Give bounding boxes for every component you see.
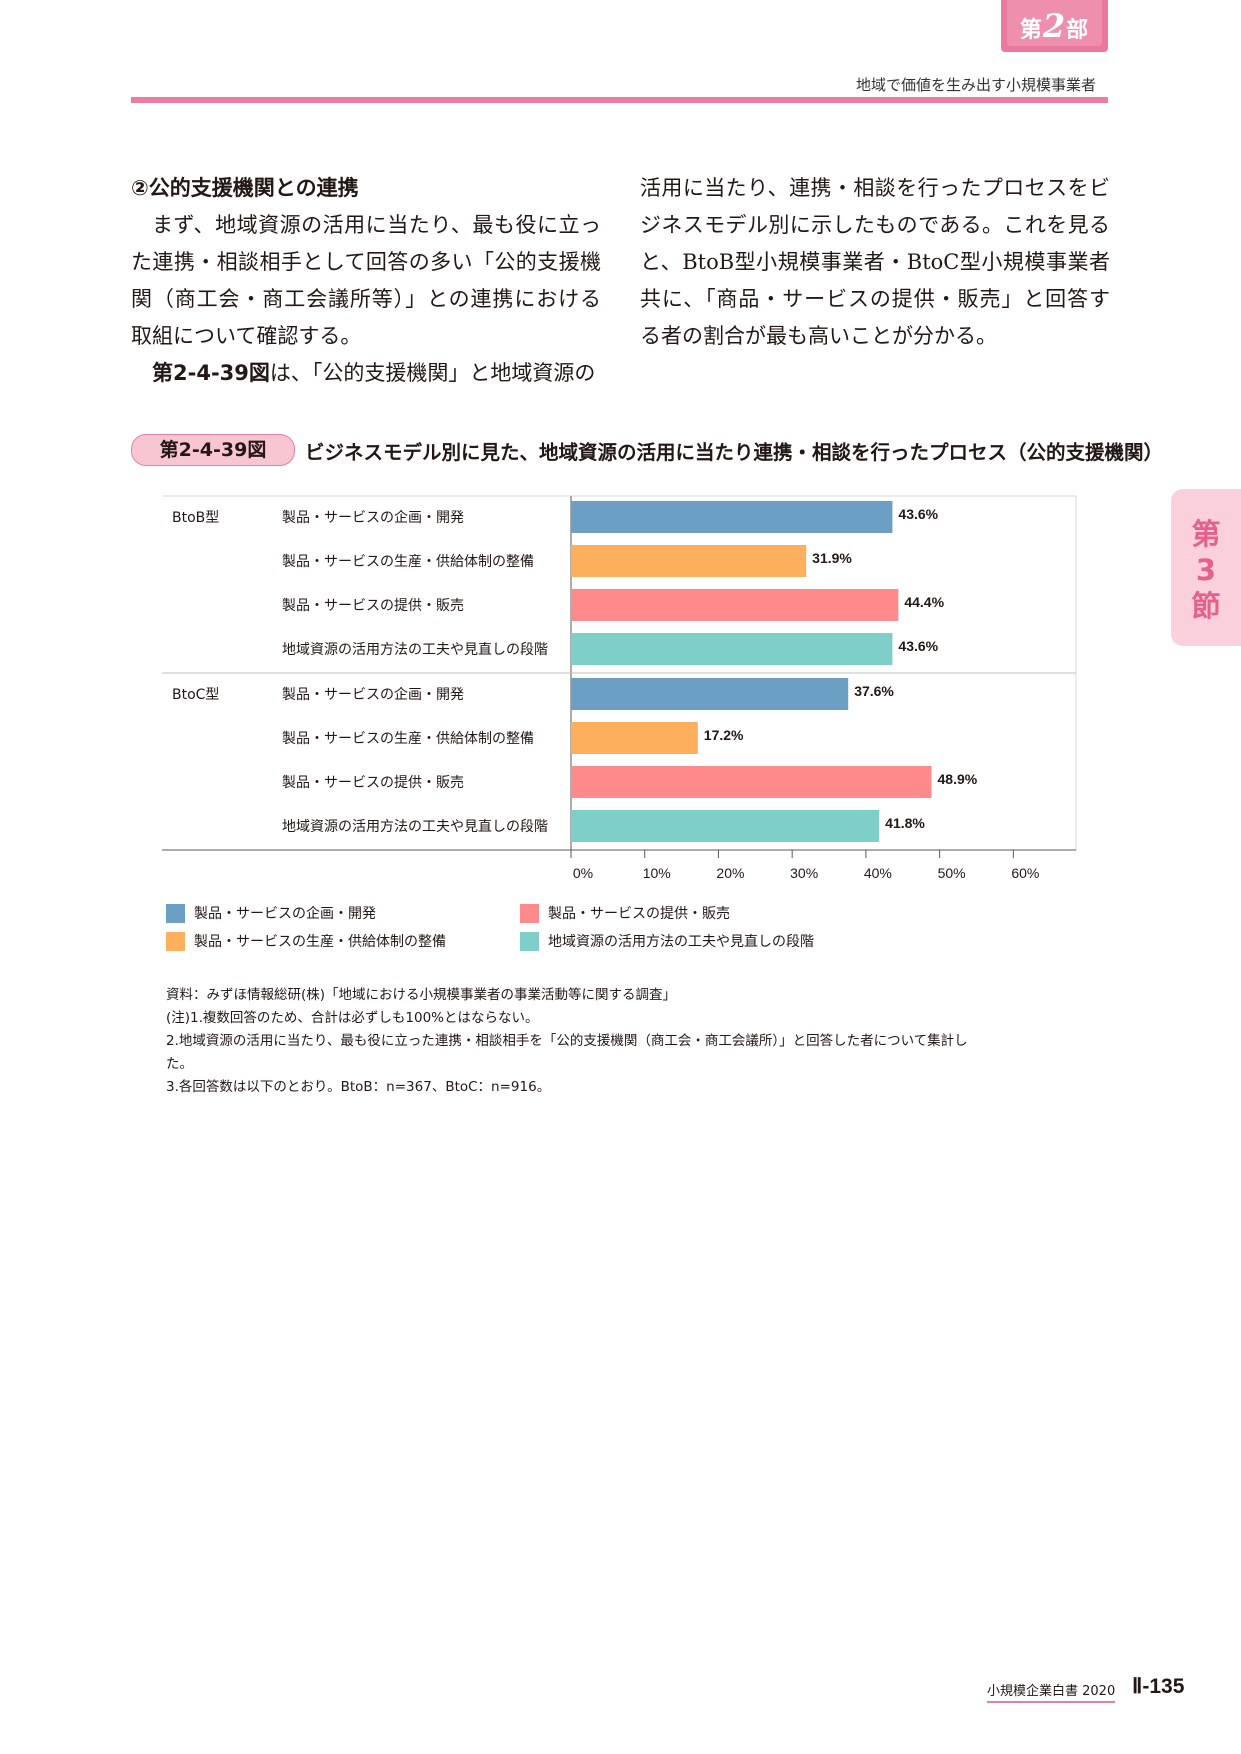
figure-reference: 第2-4-39図 (152, 361, 270, 385)
category-label: 製品・サービスの企画・開発 (282, 686, 464, 703)
x-tick-label: 40% (864, 865, 892, 881)
side-tab-line-3: 節 (1191, 589, 1221, 623)
category-label: 製品・サービスの提供・販売 (282, 598, 464, 614)
header-subtitle: 地域で価値を生み出す小規模事業者 (855, 76, 1096, 94)
note-2-cont: た。 (166, 1056, 193, 1072)
bar (571, 810, 880, 842)
bar (571, 678, 849, 710)
bar-value-label: 31.9% (812, 550, 852, 566)
x-tick-label: 30% (790, 865, 818, 881)
bar (571, 633, 893, 665)
bar-value-label: 48.9% (938, 771, 978, 787)
header-rule (131, 97, 1108, 103)
legend-item: 製品・サービスの企画・開発 (166, 903, 376, 923)
category-label: 製品・サービスの提供・販売 (282, 775, 464, 791)
category-label: 製品・サービスの生産・供給体制の整備 (282, 731, 534, 747)
side-tab-line-2: 3 (1195, 553, 1217, 587)
figure-badge: 第2-4-39図 (131, 434, 295, 466)
category-label: 地域資源の活用方法の工夫や見直しの段階 (282, 818, 548, 835)
x-tick-label: 0% (573, 865, 593, 881)
bar-value-label: 41.8% (885, 815, 925, 831)
body-paragraph-3: 活用に当たり、連携・相談を行ったプロセスをビジネスモデル別に示したものである。こ… (640, 176, 1110, 348)
body-paragraph-2: 第2-4-39図は、「公的支援機関」と地域資源の (131, 355, 601, 392)
side-tab-line-1: 第 (1191, 517, 1221, 551)
x-tick-label: 20% (716, 865, 744, 881)
body-right-column: 活用に当たり、連携・相談を行ったプロセスをビジネスモデル別に示したものである。こ… (640, 170, 1110, 355)
group-label: BtoB型 (172, 510, 219, 526)
group-label: BtoC型 (172, 687, 219, 703)
bar-value-label: 44.4% (904, 594, 944, 610)
part-suffix: 部 (1066, 18, 1090, 43)
bar-value-label: 17.2% (704, 727, 744, 743)
note-1: (注)1.複数回答のため、合計は必ずしも100%とはならない。 (166, 1010, 539, 1026)
category-label: 製品・サービスの企画・開発 (282, 509, 464, 526)
section-side-tab: 第 3 節 (1171, 489, 1241, 646)
body-paragraph-2-text: は、「公的支援機関」と地域資源の (269, 361, 596, 385)
part-prefix: 第 (1019, 18, 1043, 43)
legend-swatch (520, 903, 539, 923)
bar-chart: BtoB型 製品・サービスの企画・開発 43.6%製品・サービスの生産・供給体制の整… (162, 495, 1077, 881)
x-tick-label: 60% (1011, 865, 1039, 881)
legend-swatch (166, 931, 185, 951)
bar (571, 501, 893, 533)
part-tab-inner (1007, 0, 1102, 46)
legend-swatch (520, 931, 539, 951)
legend-label: 地域資源の活用方法の工夫や見直しの段階 (548, 934, 814, 950)
bar-value-label: 43.6% (898, 638, 938, 654)
bar (571, 589, 899, 621)
legend-item: 地域資源の活用方法の工夫や見直しの段階 (520, 931, 814, 951)
footer-page-number: Ⅱ-135 (1132, 1675, 1185, 1698)
bar (571, 722, 698, 754)
part-label: 第2部 (1020, 7, 1089, 45)
section-heading: ②公的支援機関との連携 (131, 176, 359, 200)
legend-item: 製品・サービスの生産・供給体制の整備 (166, 931, 446, 951)
category-label: 製品・サービスの生産・供給体制の整備 (282, 554, 534, 570)
legend-label: 製品・サービスの提供・販売 (548, 906, 730, 922)
bar-value-label: 37.6% (854, 683, 894, 699)
bar (571, 766, 932, 798)
legend-label: 製品・サービスの生産・供給体制の整備 (194, 934, 446, 950)
note-source: 資料：みずほ情報総研(株)「地域における小規模事業者の事業活動等に関する調査」 (166, 987, 677, 1003)
part-tab: 第2部 (1001, 0, 1108, 52)
category-label: 地域資源の活用方法の工夫や見直しの段階 (282, 641, 548, 658)
note-3: 3.各回答数は以下のとおり。BtoB：n=367、BtoC：n=916。 (166, 1079, 551, 1095)
bar (571, 545, 807, 577)
body-left-column: ②公的支援機関との連携 まず、地域資源の活用に当たり、最も役に立った連携・相談相… (131, 170, 601, 392)
note-2: 2.地域資源の活用に当たり、最も役に立った連携・相談相手を「公的支援機関（商工会… (166, 1033, 968, 1049)
x-tick-label: 50% (938, 865, 966, 881)
chart-container: BtoB型 製品・サービスの企画・開発 43.6% 製品・サービスの生産・供給体制の整… (162, 495, 1077, 881)
legend-item: 製品・サービスの提供・販売 (520, 903, 730, 923)
footer-book-title: 小規模企業白書 2020 (987, 1680, 1116, 1703)
legend-swatch (166, 903, 185, 923)
part-number: 2 (1042, 7, 1067, 45)
figure-notes: 資料：みずほ情報総研(株)「地域における小規模事業者の事業活動等に関する調査」 … (166, 984, 1076, 1099)
x-tick-label: 10% (643, 865, 671, 881)
figure-title: ビジネスモデル別に見た、地域資源の活用に当たり連携・相談を行ったプロセス（公的支… (305, 441, 1164, 464)
body-paragraph-1: まず、地域資源の活用に当たり、最も役に立った連携・相談相手として回答の多い「公的… (131, 213, 601, 348)
side-tab-text: 第 3 節 (1171, 516, 1241, 624)
legend-label: 製品・サービスの企画・開発 (194, 906, 376, 922)
bar-value-label: 43.6% (898, 506, 938, 522)
